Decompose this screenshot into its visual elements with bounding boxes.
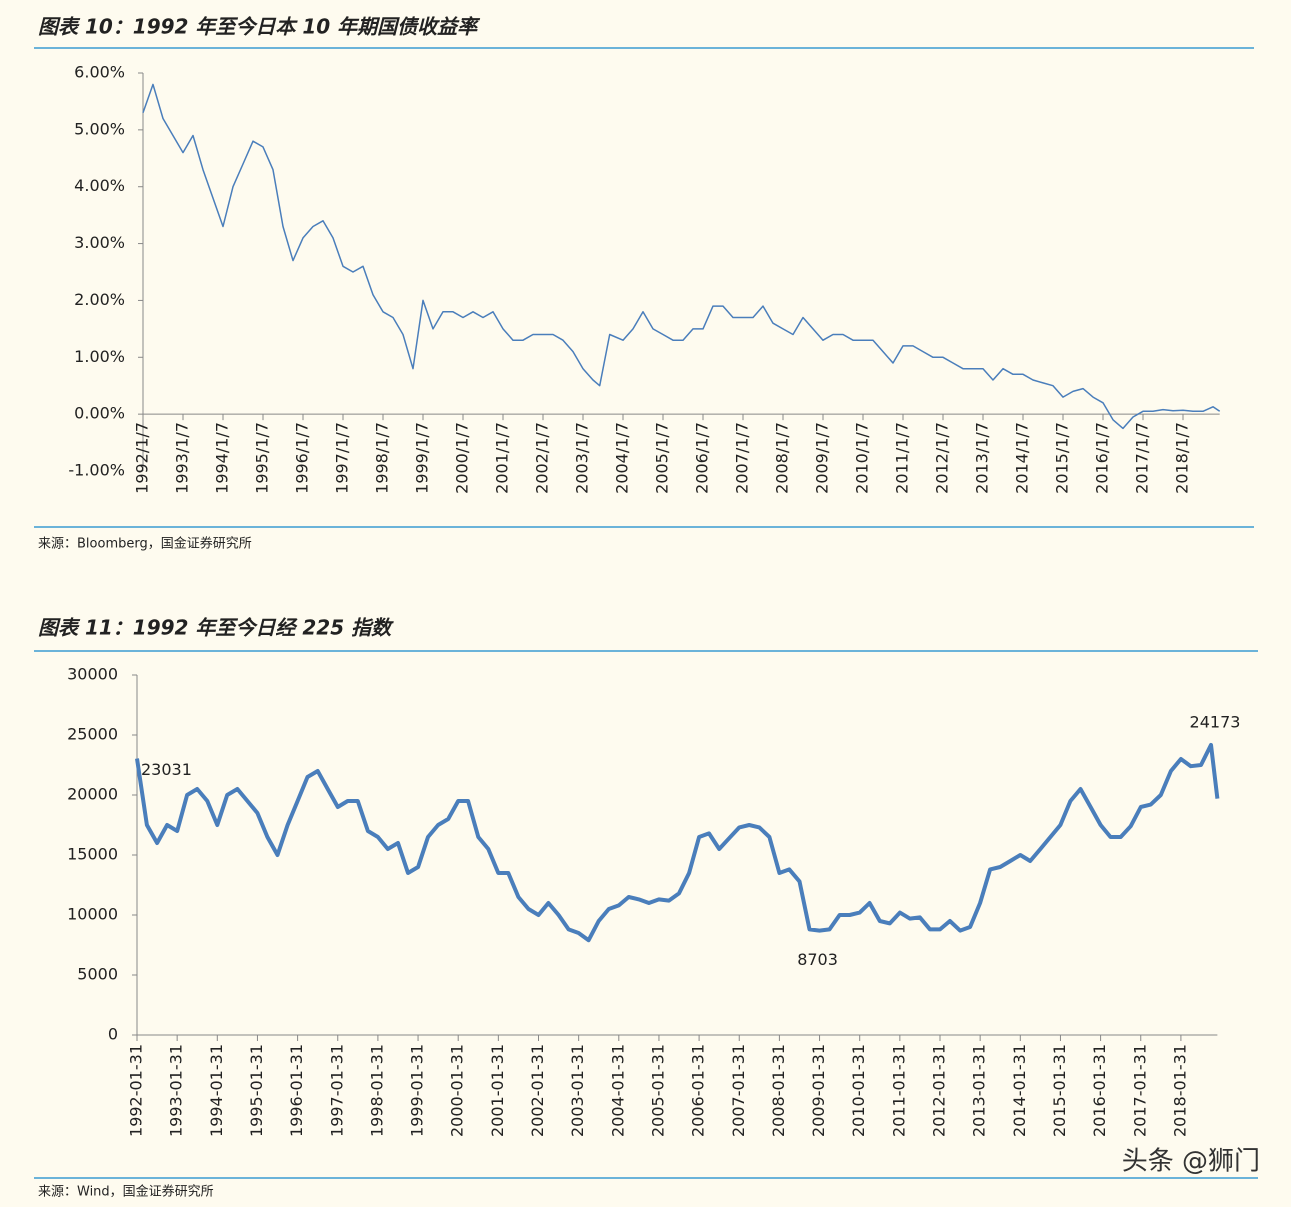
y-tick-label: 25000	[67, 725, 118, 744]
x-tick-label: 2014-01-31	[1010, 1044, 1029, 1137]
y-tick-label: 5.00%	[74, 119, 125, 138]
x-tick-label: 2000/1/7	[453, 422, 472, 494]
x-tick-label: 1996-01-31	[287, 1044, 306, 1137]
line	[135, 742, 1220, 943]
x-tick-label: 2014/1/7	[1013, 422, 1032, 494]
x-tick-label: 2007/1/7	[733, 422, 752, 494]
y-tick-label: 6.00%	[74, 63, 125, 82]
x-tick-label: 2009-01-31	[809, 1044, 828, 1137]
x-tick-label: 2004-01-31	[608, 1044, 627, 1137]
y-tick-label: 3.00%	[74, 233, 125, 252]
x-tick-label: 1995/1/7	[253, 422, 272, 494]
x-tick-label: 2005-01-31	[648, 1044, 667, 1137]
x-tick-label: 1994/1/7	[213, 422, 232, 494]
y-tick-label: -1.00%	[68, 461, 125, 480]
x-tick-label: 1993-01-31	[167, 1044, 186, 1137]
x-tick-label: 2011-01-31	[889, 1044, 908, 1137]
x-tick-label: 2000-01-31	[448, 1044, 467, 1137]
x-tick-label: 1994-01-31	[207, 1044, 226, 1137]
x-tick-label: 1995-01-31	[247, 1044, 266, 1137]
x-tick-label: 1999-01-31	[408, 1044, 427, 1137]
x-tick-label: 2001/1/7	[493, 422, 512, 494]
line	[142, 83, 1221, 430]
x-tick-label: 2013/1/7	[973, 422, 992, 494]
x-tick-label: 2015/1/7	[1053, 422, 1072, 494]
y-tick-label: 2.00%	[74, 290, 125, 309]
x-tick-label: 2013-01-31	[970, 1044, 989, 1137]
x-tick-label: 2005/1/7	[653, 422, 672, 494]
y-tick-label: 10000	[67, 905, 118, 924]
x-tick-label: 1993/1/7	[173, 422, 192, 494]
x-tick-label: 2017-01-31	[1130, 1044, 1149, 1137]
y-tick-label: 0.00%	[74, 404, 125, 423]
x-tick-label: 2017/1/7	[1133, 422, 1152, 494]
x-tick-label: 2016-01-31	[1090, 1044, 1109, 1137]
x-tick-label: 2012/1/7	[933, 422, 952, 494]
x-tick-label: 1992-01-31	[127, 1044, 146, 1137]
y-tick-label: 4.00%	[74, 176, 125, 195]
x-tick-label: 2011/1/7	[893, 422, 912, 494]
x-tick-label: 2009/1/7	[813, 422, 832, 494]
x-tick-label: 1996/1/7	[293, 422, 312, 494]
x-tick-label: 2001-01-31	[488, 1044, 507, 1137]
annotation: 23031	[141, 760, 192, 779]
source: 来源：Bloomberg，国金证券研究所	[38, 536, 252, 552]
x-tick-label: 2002/1/7	[533, 422, 552, 494]
annotation: 24173	[1190, 712, 1241, 731]
x-tick-label: 1998/1/7	[373, 422, 392, 494]
x-tick-label: 2010/1/7	[853, 422, 872, 494]
x-tick-label: 1992/1/7	[133, 422, 152, 494]
y-tick-label: 15000	[67, 845, 118, 864]
x-tick-label: 2006-01-31	[689, 1044, 708, 1137]
x-tick-label: 2002-01-31	[528, 1044, 547, 1137]
x-tick-label: 1998-01-31	[367, 1044, 386, 1137]
x-tick-label: 2003-01-31	[568, 1044, 587, 1137]
x-tick-label: 2016/1/7	[1093, 422, 1112, 494]
y-tick-label: 30000	[67, 665, 118, 684]
x-tick-label: 2007-01-31	[729, 1044, 748, 1137]
y-tick-label: 0	[108, 1025, 118, 1044]
y-tick-label: 5000	[77, 965, 118, 984]
x-tick-label: 1997/1/7	[333, 422, 352, 494]
x-tick-label: 2012-01-31	[930, 1044, 949, 1137]
x-tick-label: 2018-01-31	[1170, 1044, 1189, 1137]
annotation: 8703	[797, 950, 838, 969]
y-tick-label: 1.00%	[74, 347, 125, 366]
x-tick-label: 2015-01-31	[1050, 1044, 1069, 1137]
x-tick-label: 2008-01-31	[769, 1044, 788, 1137]
x-tick-label: 1999/1/7	[413, 422, 432, 494]
chart-title: 图表 10：1992 年至今日本 10 年期国债收益率	[38, 15, 481, 39]
x-tick-label: 2008/1/7	[773, 422, 792, 494]
x-tick-label: 2006/1/7	[693, 422, 712, 494]
x-tick-label: 2004/1/7	[613, 422, 632, 494]
x-tick-label: 2018/1/7	[1173, 422, 1192, 494]
source: 来源：Wind，国金证券研究所	[38, 1184, 214, 1200]
chart-title: 图表 11：1992 年至今日经 225 指数	[38, 616, 394, 640]
watermark: 头条 @狮门	[1122, 1147, 1260, 1177]
x-tick-label: 1997-01-31	[327, 1044, 346, 1137]
y-tick-label: 20000	[67, 785, 118, 804]
x-tick-label: 2010-01-31	[849, 1044, 868, 1137]
x-tick-label: 2003/1/7	[573, 422, 592, 494]
